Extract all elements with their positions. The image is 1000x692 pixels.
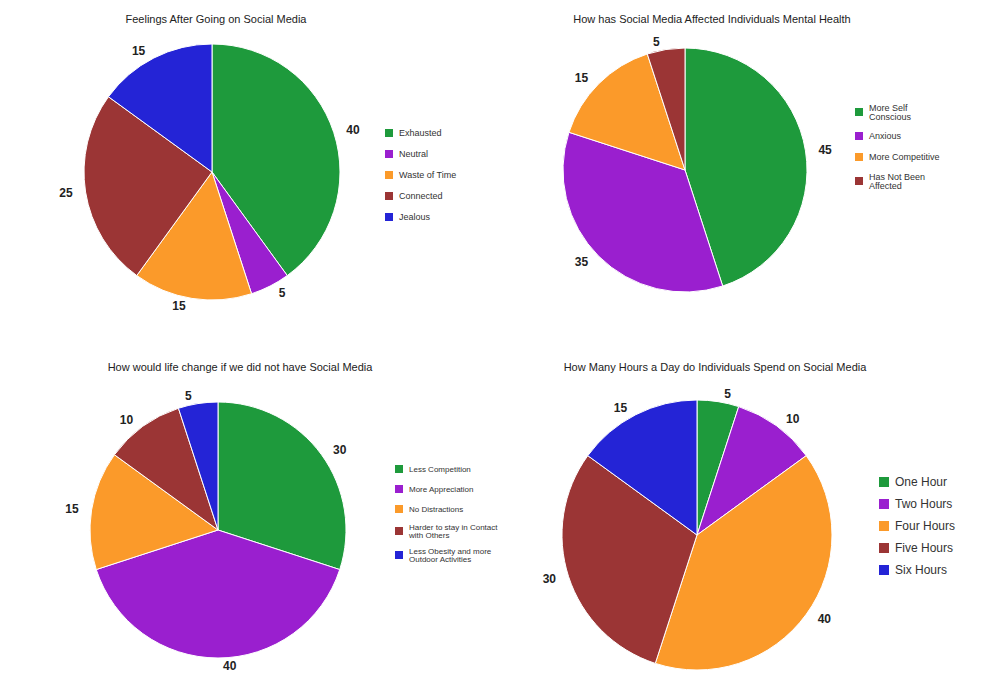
svg-text:Jealous: Jealous [399, 212, 431, 222]
svg-text:How would life change if we di: How would life change if we did not have… [108, 361, 374, 373]
svg-text:Outdoor Activities: Outdoor Activities [409, 555, 471, 564]
svg-text:10: 10 [786, 412, 800, 426]
svg-text:Two Hours: Two Hours [895, 497, 952, 511]
svg-text:5: 5 [653, 35, 660, 49]
svg-text:Six Hours: Six Hours [895, 563, 947, 577]
svg-text:Conscious: Conscious [869, 112, 912, 122]
svg-text:15: 15 [172, 299, 186, 313]
svg-text:15: 15 [65, 502, 79, 516]
svg-text:Four Hours: Four Hours [895, 519, 955, 533]
svg-text:Has Not Been: Has Not Been [869, 171, 928, 182]
svg-text:Less Obesity and more: Less Obesity and more [409, 546, 494, 556]
svg-text:More Competitive: More Competitive [869, 152, 940, 162]
svg-text:How has Social Media Affected: How has Social Media Affected Individual… [573, 13, 850, 25]
svg-text:More Self: More Self [869, 102, 910, 113]
svg-text:One Hour: One Hour [895, 475, 947, 489]
svg-text:15: 15 [132, 44, 146, 58]
svg-text:15: 15 [614, 401, 628, 415]
svg-text:How Many Hours a Day do Indivi: How Many Hours a Day do Individuals Spen… [564, 361, 868, 373]
svg-text:Waste of Time: Waste of Time [399, 170, 456, 180]
svg-text:Feelings After Going on Social: Feelings After Going on Social Media [126, 13, 308, 25]
svg-text:5: 5 [724, 387, 731, 401]
svg-text:5: 5 [279, 286, 286, 300]
svg-text:25: 25 [59, 186, 73, 200]
svg-text:No Distractions: No Distractions [409, 505, 463, 514]
svg-text:Harder to stay in Contact: Harder to stay in Contact [409, 522, 500, 532]
svg-text:10: 10 [120, 413, 134, 427]
svg-text:45: 45 [818, 143, 832, 157]
svg-text:30: 30 [543, 572, 557, 586]
svg-text:Connected: Connected [399, 191, 443, 201]
svg-text:Neutral: Neutral [399, 149, 428, 159]
svg-text:40: 40 [223, 659, 237, 673]
svg-text:40: 40 [346, 123, 360, 137]
svg-text:More Appreciation: More Appreciation [409, 485, 473, 494]
svg-text:40: 40 [818, 612, 832, 626]
svg-text:35: 35 [575, 255, 589, 269]
svg-text:with Others: with Others [408, 531, 449, 540]
svg-text:5: 5 [185, 389, 192, 403]
svg-text:Affected: Affected [869, 181, 902, 191]
svg-text:30: 30 [333, 443, 347, 457]
svg-text:15: 15 [575, 71, 589, 85]
svg-text:Exhausted: Exhausted [399, 128, 442, 138]
svg-text:Anxious: Anxious [869, 131, 902, 141]
svg-text:Less Competition: Less Competition [409, 465, 471, 474]
svg-text:Five Hours: Five Hours [895, 541, 953, 555]
